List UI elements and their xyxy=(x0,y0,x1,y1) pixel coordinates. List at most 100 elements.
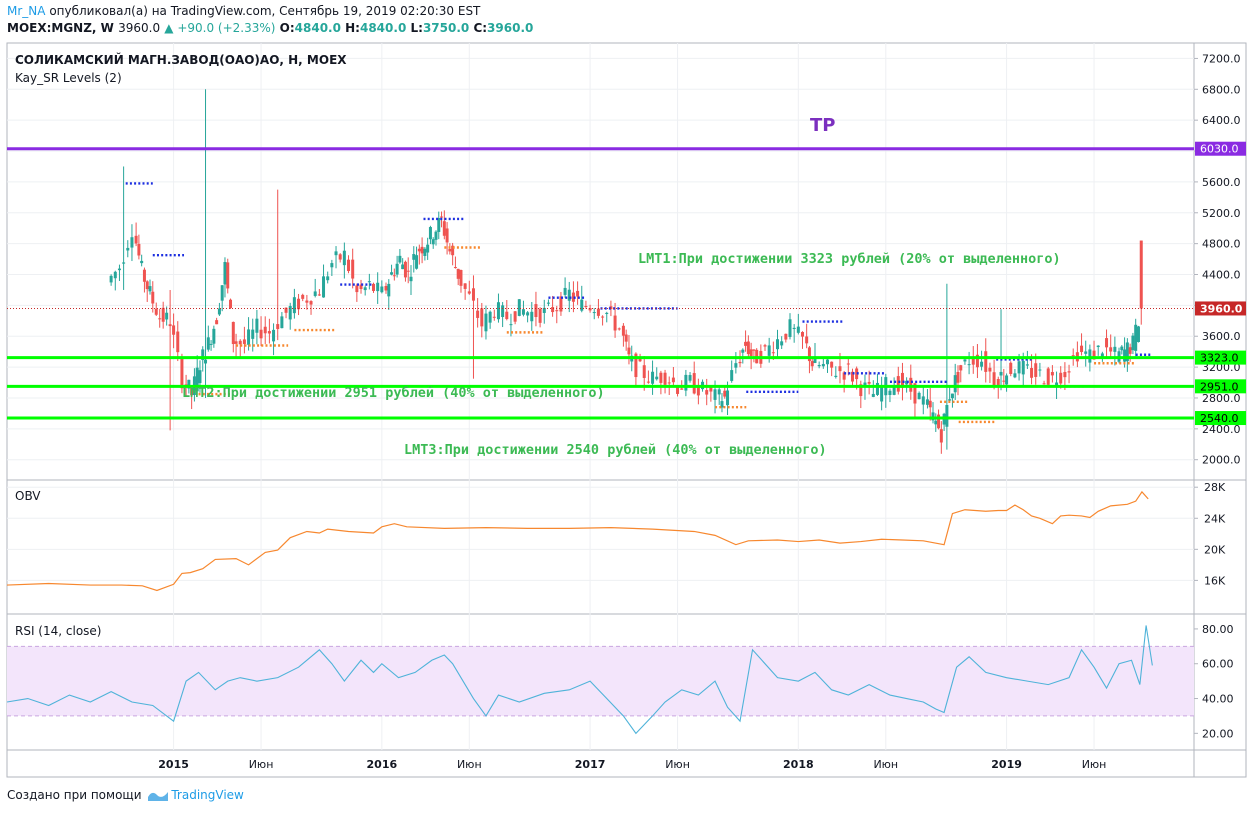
symbol-label: MOEX:MGNZ, W xyxy=(7,21,114,35)
candle-body xyxy=(859,384,863,397)
candle-body xyxy=(975,354,979,368)
candle-body xyxy=(937,414,941,429)
candle-body xyxy=(1059,372,1063,384)
candle-body xyxy=(1046,368,1050,385)
candle-body xyxy=(1136,326,1140,343)
candle-body xyxy=(509,324,513,326)
candle-body xyxy=(134,235,138,244)
candle-body xyxy=(1017,361,1021,374)
candle-body xyxy=(709,386,713,392)
candle-body xyxy=(384,286,388,291)
level-price-tag xyxy=(1195,411,1246,426)
candle-body xyxy=(231,321,235,345)
candle-body xyxy=(190,387,194,396)
indicator-label: Kay_SR Levels (2) xyxy=(15,71,122,85)
candle-body xyxy=(492,316,496,318)
y-tick-label: 7200.0 xyxy=(1202,52,1241,65)
candle-body xyxy=(867,381,871,384)
candle-body xyxy=(220,285,224,301)
candle-body xyxy=(154,308,158,315)
candle-body xyxy=(771,352,775,354)
candle-body xyxy=(638,357,642,362)
candle-body xyxy=(392,275,396,277)
obv-tick-label: 20K xyxy=(1204,543,1226,556)
candle-body xyxy=(559,296,563,312)
candle-body xyxy=(1009,362,1013,374)
y-tick-label: 2800.0 xyxy=(1202,392,1241,405)
candle-body xyxy=(888,390,892,396)
candle-body xyxy=(588,308,592,311)
candle-body xyxy=(526,312,530,316)
candle-body xyxy=(322,276,326,298)
author-link[interactable]: Mr_NA xyxy=(7,4,46,18)
candle-body xyxy=(113,271,117,279)
candle-body xyxy=(800,332,804,337)
candle-body xyxy=(309,301,313,305)
candle-body xyxy=(1038,369,1042,371)
candle-body xyxy=(720,401,724,408)
candle-body xyxy=(767,345,771,356)
published-text: опубликовал(а) на TradingView.com, Сентя… xyxy=(49,4,481,18)
candle-body xyxy=(925,399,929,405)
candle-body xyxy=(676,386,680,394)
tradingview-logo-icon xyxy=(148,792,169,801)
candle-body xyxy=(387,283,391,297)
candle-body xyxy=(805,336,809,344)
candle-body xyxy=(792,327,796,330)
candle-body xyxy=(613,315,617,331)
candle-body xyxy=(810,361,814,367)
candle-body xyxy=(1071,355,1075,357)
candle-body xyxy=(212,328,216,344)
candle-body xyxy=(880,387,884,402)
candle-body xyxy=(939,429,943,443)
level-price-tag xyxy=(1195,141,1246,156)
y-tick-label: 4800.0 xyxy=(1202,238,1241,251)
candle-body xyxy=(624,334,628,342)
x-tick-label: Июн xyxy=(873,758,898,771)
candle-body xyxy=(417,248,421,252)
candle-body xyxy=(934,420,938,425)
candle-body xyxy=(395,263,399,275)
candle-body xyxy=(917,392,921,400)
obv-line xyxy=(6,490,1149,592)
candle-body xyxy=(351,259,355,279)
candle-body xyxy=(576,290,580,297)
candle-body xyxy=(752,349,756,351)
candle-body xyxy=(875,382,879,395)
candle-body xyxy=(355,285,359,293)
candle-body xyxy=(896,376,900,392)
candle-body xyxy=(776,339,780,350)
rsi-band xyxy=(7,646,1194,716)
candle-body xyxy=(267,331,271,334)
candle-body xyxy=(1113,346,1117,352)
candle-body xyxy=(692,373,696,394)
candle-body xyxy=(913,383,917,404)
candle-body xyxy=(1096,345,1100,348)
candle-body xyxy=(415,255,419,269)
candle-body xyxy=(996,379,1000,388)
candle-body xyxy=(255,318,259,333)
tradingview-link[interactable]: TradingView xyxy=(171,788,244,802)
candle-body xyxy=(621,325,625,336)
candle-body xyxy=(448,248,452,252)
candle-body xyxy=(850,371,854,382)
candle-body xyxy=(513,311,517,322)
candle-body xyxy=(484,313,488,332)
candle-body xyxy=(451,245,455,256)
candle-body xyxy=(655,376,659,380)
rsi-line xyxy=(6,625,1153,735)
candle-body xyxy=(305,300,309,303)
candle-body xyxy=(763,345,767,347)
candle-body xyxy=(1125,342,1129,362)
candle-body xyxy=(342,250,346,266)
candle-body xyxy=(463,283,467,289)
candle-body xyxy=(501,305,505,318)
candle-body xyxy=(646,381,650,383)
footer: Создано при помощи TradingView xyxy=(7,788,244,802)
candle-body xyxy=(172,325,176,335)
candle-body xyxy=(956,371,960,383)
candle-body xyxy=(223,261,227,285)
high-value: 4840.0 xyxy=(359,21,407,35)
candle-body xyxy=(780,341,784,346)
